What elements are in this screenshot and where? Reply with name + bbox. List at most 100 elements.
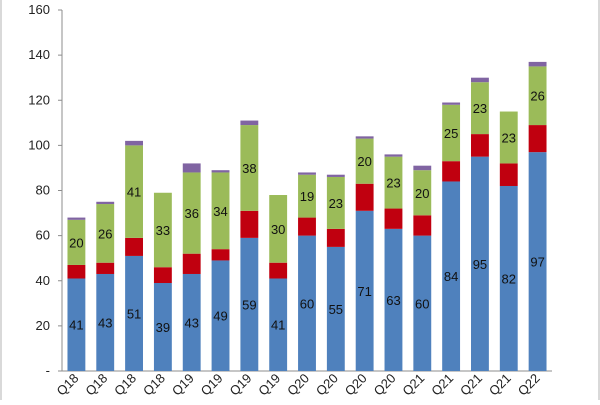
data-label: 34 — [213, 204, 227, 219]
bar-segment — [384, 228, 403, 371]
x-tick-label: Q20 — [313, 371, 341, 399]
data-label: 23 — [329, 196, 343, 211]
y-tick-label: 120 — [28, 92, 50, 107]
bar-segment — [298, 235, 316, 371]
x-tick-label: Q20 — [284, 371, 312, 399]
bar-segment — [269, 278, 288, 371]
x-tick-label: Q19 — [169, 371, 197, 399]
bar-segment — [355, 210, 374, 371]
bar-segment — [528, 125, 547, 153]
y-tick-label: 80 — [36, 183, 50, 198]
x-tick-label: Q18 — [140, 371, 168, 399]
data-label: 38 — [242, 161, 256, 176]
data-label: 41 — [271, 318, 285, 333]
bar-segment — [269, 195, 288, 263]
bar-segment — [298, 172, 316, 175]
bar-segment — [240, 120, 259, 126]
bar-segment — [499, 163, 518, 186]
bar-segment — [96, 204, 115, 263]
bar-segment — [355, 183, 374, 211]
data-label: 36 — [184, 206, 198, 221]
data-label: 60 — [300, 296, 314, 311]
data-label: 41 — [127, 185, 141, 200]
data-label: 33 — [156, 223, 170, 238]
bar-segment — [182, 273, 201, 371]
bar-segment — [528, 66, 547, 126]
x-tick-label: Q21 — [428, 371, 456, 399]
bar-segment — [442, 102, 461, 105]
bar-segment — [384, 154, 403, 157]
bar-segment — [153, 192, 172, 268]
x-tick-label: Q20 — [371, 371, 399, 399]
bar-segment — [326, 174, 345, 177]
bar-segment — [384, 156, 403, 209]
bar-segment — [355, 138, 374, 184]
data-label: 19 — [300, 189, 314, 204]
bar-segment — [471, 156, 489, 371]
bar-segment — [499, 185, 518, 371]
data-label: 95 — [473, 257, 487, 272]
bar-segment — [182, 172, 201, 254]
x-tick-label: Q19 — [255, 371, 283, 399]
data-label: 55 — [329, 302, 343, 317]
bar-segment — [240, 210, 259, 238]
y-tick-label: 40 — [36, 273, 50, 288]
x-tick-label: Q18 — [54, 371, 82, 399]
bar-segment — [125, 255, 143, 371]
bar-segment — [298, 174, 316, 218]
bar-segment — [96, 201, 115, 205]
frame-left-edge — [0, 0, 2, 400]
bar-segment — [442, 181, 461, 371]
x-tick-label: Q19 — [198, 371, 226, 399]
bar-segment — [67, 219, 86, 265]
frame-right-edge — [598, 0, 600, 400]
x-tick-label: Q21 — [399, 371, 427, 399]
bar-segment — [384, 208, 403, 229]
bar-segment — [182, 253, 201, 274]
bar-segment — [125, 145, 143, 238]
y-tick-label: - — [46, 363, 50, 378]
bar-segment — [326, 246, 345, 371]
y-tick-label: 100 — [28, 137, 50, 152]
bar-segment — [211, 172, 230, 250]
data-label: 26 — [530, 89, 544, 104]
bar-segment — [269, 262, 288, 279]
bar-segment — [67, 217, 86, 220]
bar-segment — [355, 136, 374, 139]
data-label: 43 — [184, 315, 198, 330]
bar-segment — [125, 237, 143, 256]
data-label: 30 — [271, 222, 285, 237]
data-label: 25 — [444, 126, 458, 141]
bar-segment — [67, 264, 86, 279]
bar-segment — [471, 77, 489, 83]
bar-segment — [528, 61, 547, 67]
bar-segment — [326, 176, 345, 229]
data-label: 71 — [357, 284, 371, 299]
y-tick-label: 160 — [28, 2, 50, 17]
x-tick-label: Q18 — [111, 371, 139, 399]
data-label: 59 — [242, 297, 256, 312]
x-tick-label: Q21 — [486, 371, 514, 399]
x-tick-label: Q19 — [226, 371, 254, 399]
data-label: 23 — [473, 101, 487, 116]
bar-segment — [499, 111, 518, 164]
data-label: 20 — [69, 235, 83, 250]
bar-segment — [298, 217, 316, 236]
bar-segment — [413, 215, 432, 236]
data-label: 39 — [156, 320, 170, 335]
bar-segment — [471, 82, 489, 135]
bar-segment — [211, 249, 230, 261]
x-tick-label: Q20 — [342, 371, 370, 399]
data-label: 97 — [530, 255, 544, 270]
data-label: 26 — [98, 226, 112, 241]
bar-segment — [211, 260, 230, 371]
y-tick-label: 60 — [36, 228, 50, 243]
bar-segment — [528, 152, 547, 371]
bar-segment — [211, 170, 230, 173]
bar-segment — [326, 228, 345, 247]
bar-segment — [442, 161, 461, 182]
data-label: 43 — [98, 315, 112, 330]
data-label: 41 — [69, 318, 83, 333]
bar-segment — [240, 237, 259, 371]
